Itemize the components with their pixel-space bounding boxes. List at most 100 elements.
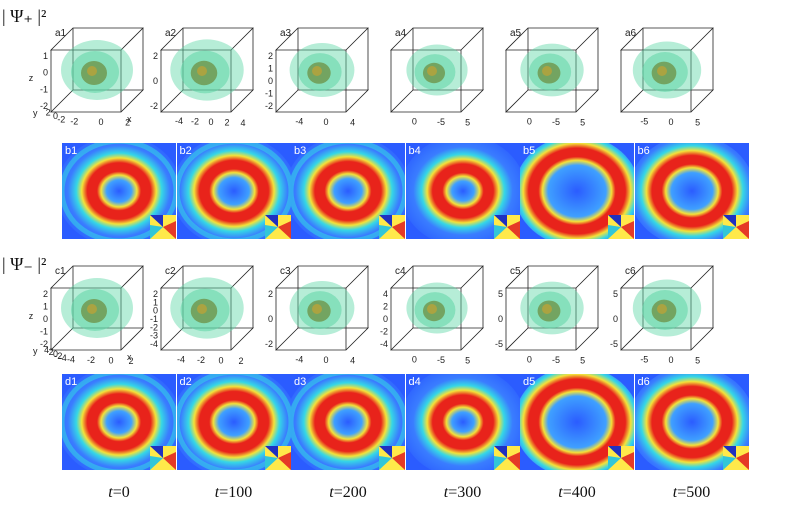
z-axis-label: z: [29, 73, 34, 83]
z-tick-label: 0: [613, 314, 618, 324]
phase-inset: [264, 215, 291, 239]
y-tick-label: 2: [46, 108, 51, 118]
phase-inset: [264, 446, 291, 470]
x-tick-label: 0: [323, 355, 328, 365]
cube-frame: [275, 265, 369, 351]
panel-tag: c2: [165, 266, 176, 277]
z-tick-label: -1: [150, 314, 158, 324]
x-tick-label: -2: [87, 355, 95, 365]
density-panel-d3: d3: [291, 374, 405, 470]
density-ring: [634, 143, 749, 239]
y-axis-label: y: [33, 346, 38, 356]
x-tick-label: 5: [695, 356, 700, 366]
panel-tag: a4: [395, 28, 407, 39]
density-panel-d5: d5: [520, 374, 634, 470]
density-ring: [176, 143, 291, 239]
x-tick-label: -2: [197, 355, 205, 365]
z-tick-label: -4: [380, 339, 388, 349]
density-ring: [634, 374, 749, 470]
z-tick-label: -1: [265, 89, 273, 99]
panel-tag: b1: [65, 145, 78, 157]
isosurface-panel-c5: c5 5 0 -5 0 -5 5: [495, 258, 608, 375]
panel-tag: b4: [408, 145, 421, 157]
panel-tag: d4: [408, 376, 421, 388]
x-tick-label: 5: [580, 118, 585, 128]
x-tick-label: 2: [238, 356, 243, 366]
x-tick-label: 5: [695, 118, 700, 128]
isosurface-blob: [170, 39, 244, 101]
cube-frame: [620, 27, 714, 113]
z-tick-label: 0: [153, 76, 158, 86]
density-ring: [520, 143, 634, 239]
x-tick-label: -5: [437, 117, 445, 127]
z-tick-label: 5: [613, 289, 618, 299]
phase-inset: [722, 446, 749, 470]
x-tick-label: 2: [224, 117, 229, 127]
z-tick-label: -5: [495, 339, 503, 349]
density-panel-b3: b3: [291, 143, 405, 239]
z-tick-label: 2: [268, 51, 273, 61]
x-tick-label: 5: [580, 356, 585, 366]
z-tick-label: 2: [268, 289, 273, 299]
x-tick-label: 2: [125, 118, 130, 128]
panel-tag: c1: [55, 266, 66, 277]
panel-tag: d2: [179, 376, 192, 388]
panel-tag: d5: [523, 376, 536, 388]
panel-tag: b2: [179, 145, 192, 157]
cube-frame: [390, 27, 484, 113]
z-tick-label: 1: [268, 64, 273, 74]
density-ring: [291, 143, 405, 239]
density-panel-d4: d4: [405, 374, 520, 470]
x-tick-label: 4: [350, 118, 355, 128]
z-tick-label: 0: [268, 76, 273, 86]
panel-tag: a2: [165, 28, 177, 39]
z-tick-label: 2: [43, 289, 48, 299]
x-tick-label: -4: [295, 354, 303, 364]
z-tick-label: 2: [383, 302, 388, 312]
z-tick-label: -1: [40, 84, 48, 94]
x-tick-label: 0: [668, 355, 673, 365]
density-ring: [62, 374, 176, 470]
z-tick-label: -4: [150, 339, 158, 349]
isosurface-blob: [289, 43, 355, 97]
isosurface-panel-a4: a4 0 -5 5: [383, 20, 493, 137]
x-tick-label: 0: [668, 117, 673, 127]
x-axis-label: x: [127, 114, 132, 124]
panel-tag: d6: [637, 376, 650, 388]
isosurface-panel-a5: a5 0 -5 5: [498, 20, 608, 137]
x-tick-label: -5: [640, 116, 648, 126]
x-tick-label: -4: [177, 354, 185, 364]
z-tick-label: 1: [153, 297, 158, 307]
density-ring: [291, 374, 405, 470]
isosurface-panel-c4: c4 4 2 0 -2 -4 0 -5 5: [380, 258, 493, 375]
x-tick-label: 0: [527, 116, 532, 126]
z-tick-label: 0: [268, 314, 273, 324]
x-tick-label: 0: [208, 117, 213, 127]
z-tick-label: -1: [40, 327, 48, 337]
x-tick-label: 0: [98, 117, 103, 127]
density-panel-b6: b6: [634, 143, 749, 239]
x-tick-label: 0: [218, 355, 223, 365]
density-panel-d6: d6: [634, 374, 749, 470]
time-label: t=0: [108, 484, 130, 501]
phase-inset: [608, 446, 634, 470]
x-tick-label: -5: [552, 355, 560, 365]
z-tick-label: -2: [40, 339, 48, 349]
isosurface-blob: [632, 41, 702, 99]
x-tick-label: 5: [465, 356, 470, 366]
z-tick-label: 4: [383, 289, 388, 299]
z-tick-label: 1: [43, 51, 48, 61]
isosurface-panel-a3: a3 2 1 0 -1 -2 -4 0 4: [265, 20, 378, 137]
x-tick-label: -4: [67, 354, 75, 364]
time-label: t=300: [443, 484, 482, 501]
z-tick-label: 0: [383, 314, 388, 324]
density-ring: [176, 374, 291, 470]
density-panel-b5: b5: [520, 143, 634, 239]
time-label: t=500: [672, 484, 711, 501]
panel-tag: c6: [625, 266, 636, 277]
x-tick-label: -4: [175, 116, 183, 126]
isosurface-blob: [406, 44, 468, 96]
panel-tag: d1: [65, 376, 78, 388]
cube-frame: [620, 265, 714, 351]
psi-plus-label: | Ψ₊ |²: [2, 6, 47, 26]
